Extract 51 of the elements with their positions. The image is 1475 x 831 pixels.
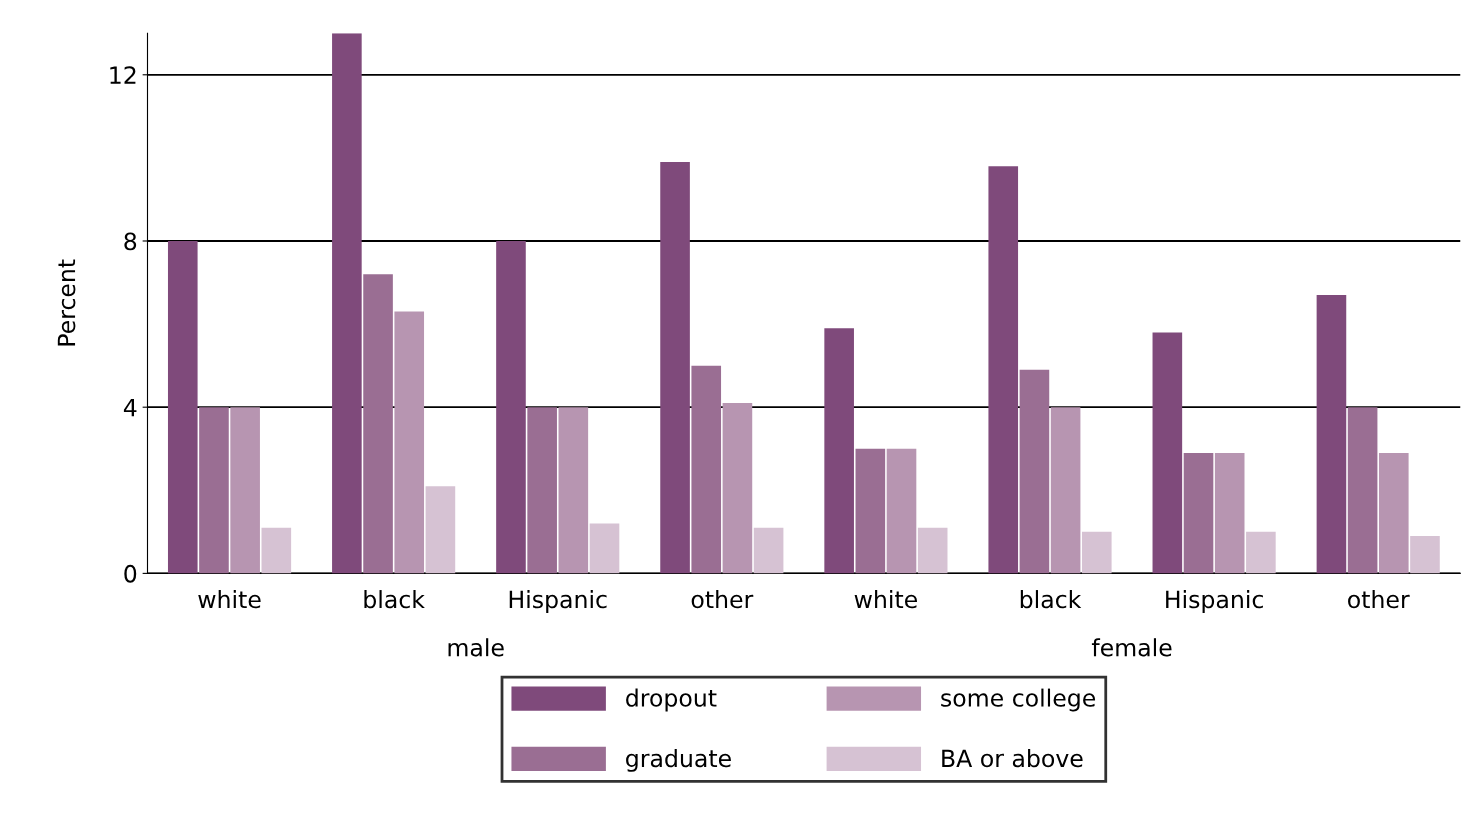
x-tick-label: Hispanic xyxy=(1166,590,1263,613)
bar xyxy=(691,365,722,574)
x-tick-label: black xyxy=(1020,590,1082,609)
bar xyxy=(855,448,886,574)
bar xyxy=(753,527,784,574)
bar xyxy=(425,486,456,574)
y-tick-label: 0 xyxy=(124,564,137,583)
bar xyxy=(722,403,753,574)
y-tick-label: 4 xyxy=(123,398,137,417)
bar xyxy=(988,166,1019,574)
bar xyxy=(527,407,557,574)
bar xyxy=(1019,369,1050,574)
x-tick-label: white xyxy=(854,590,917,609)
legend-label: BA or above xyxy=(942,748,1083,768)
bar xyxy=(824,328,854,574)
y-tick-label: 8 xyxy=(124,232,137,251)
bar xyxy=(394,311,425,574)
bar xyxy=(1183,452,1214,574)
bar xyxy=(199,407,229,574)
text: male xyxy=(448,638,504,657)
x-tick-label: black xyxy=(364,590,425,609)
bar xyxy=(230,407,260,574)
bar xyxy=(496,240,526,574)
bar xyxy=(558,407,589,574)
legend-label: dropout xyxy=(626,688,717,712)
x-tick-label: white xyxy=(198,590,261,609)
bar xyxy=(167,240,198,574)
bar xyxy=(1410,535,1440,574)
bar xyxy=(261,527,292,574)
bar xyxy=(1081,531,1112,574)
y-tick-label: 12 xyxy=(110,66,136,84)
y-axis-title: Percent xyxy=(57,259,76,346)
text: female xyxy=(1091,638,1172,657)
bar xyxy=(1246,531,1276,574)
bar xyxy=(1378,452,1409,574)
bar xyxy=(917,527,948,574)
bar xyxy=(886,448,917,574)
legend-label: graduate xyxy=(626,748,731,772)
bar xyxy=(1152,332,1183,574)
bar xyxy=(1214,452,1245,574)
x-tick-label: Hispanic xyxy=(509,590,607,613)
bar xyxy=(589,523,620,574)
bar xyxy=(1316,295,1347,574)
legend-label: some college xyxy=(941,688,1096,712)
bar xyxy=(660,162,690,574)
bar xyxy=(1050,407,1081,574)
x-tick-label: other xyxy=(1348,590,1410,609)
x-tick-label: other xyxy=(691,590,754,609)
bar xyxy=(363,274,393,574)
bar xyxy=(1347,407,1378,574)
bar xyxy=(332,33,362,574)
